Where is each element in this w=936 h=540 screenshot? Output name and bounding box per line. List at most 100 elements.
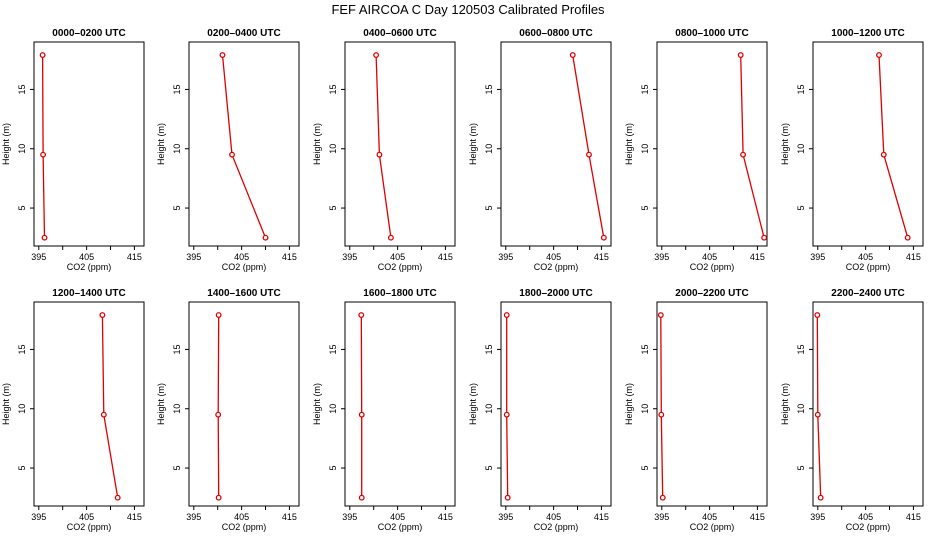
panel-title: 1400–1600 UTC bbox=[207, 288, 280, 299]
panel-title: 1200–1400 UTC bbox=[52, 288, 125, 299]
y-tick-label: 15 bbox=[484, 84, 494, 94]
x-tick-label: 405 bbox=[546, 252, 561, 262]
y-tick-label: 15 bbox=[328, 84, 338, 94]
x-tick-label: 395 bbox=[654, 252, 669, 262]
x-tick-label: 405 bbox=[79, 512, 94, 522]
profile-line bbox=[41, 54, 46, 238]
data-point bbox=[814, 312, 821, 318]
y-tick-label: 15 bbox=[17, 344, 27, 354]
data-point bbox=[817, 494, 824, 501]
y-tick-label: 15 bbox=[484, 344, 494, 354]
x-tick-label: 405 bbox=[79, 252, 94, 262]
x-axis-label: CO2 (ppm) bbox=[67, 262, 112, 272]
y-tick-label: 15 bbox=[328, 344, 338, 354]
y-axis-label: Height (m) bbox=[624, 383, 634, 425]
y-tick-label: 15 bbox=[172, 344, 182, 354]
x-tick-label: 395 bbox=[31, 252, 46, 262]
x-axis-label: CO2 (ppm) bbox=[534, 262, 579, 272]
x-tick-label: 405 bbox=[234, 512, 249, 522]
x-axis-label: CO2 (ppm) bbox=[846, 522, 891, 532]
data-point bbox=[376, 151, 383, 158]
panel-title: 0800–1000 UTC bbox=[675, 28, 748, 39]
x-axis-label: CO2 (ppm) bbox=[534, 522, 579, 532]
x-tick-label: 415 bbox=[750, 252, 765, 262]
x-tick-label: 405 bbox=[390, 512, 405, 522]
y-tick-label: 5 bbox=[17, 466, 27, 471]
x-axis-label: CO2 (ppm) bbox=[378, 262, 423, 272]
x-tick-label: 395 bbox=[186, 252, 201, 262]
panel-title: 0400–0600 UTC bbox=[363, 28, 436, 39]
data-point bbox=[39, 52, 46, 58]
plot-frame bbox=[812, 41, 924, 247]
x-tick-label: 395 bbox=[342, 512, 357, 522]
figure-title: FEF AIRCOA C Day 120503 Calibrated Profi… bbox=[331, 2, 605, 17]
data-point bbox=[880, 151, 887, 158]
y-axis-label: Height (m) bbox=[468, 383, 478, 425]
data-point bbox=[876, 52, 882, 58]
data-point bbox=[215, 494, 222, 501]
y-tick-label: 10 bbox=[328, 144, 338, 154]
plot-frame bbox=[344, 301, 456, 507]
y-tick-label: 5 bbox=[796, 466, 806, 471]
y-tick-label: 10 bbox=[796, 404, 806, 414]
y-tick-label: 15 bbox=[172, 84, 182, 94]
data-point bbox=[504, 494, 511, 501]
y-tick-label: 5 bbox=[484, 466, 494, 471]
data-point bbox=[657, 312, 664, 318]
x-tick-label: 405 bbox=[546, 512, 561, 522]
profile-panel: 0600–0800 UTC 395 405 415 5 10 15 CO2 (ppm) Heig… bbox=[468, 28, 612, 272]
y-tick-label: 5 bbox=[640, 206, 650, 211]
y-tick-label: 15 bbox=[796, 344, 806, 354]
profile-panel: 0800–1000 UTC 395 405 415 5 10 15 CO2 (ppm) Heig… bbox=[624, 28, 768, 272]
y-tick-label: 10 bbox=[172, 144, 182, 154]
x-axis-label: CO2 (ppm) bbox=[690, 262, 735, 272]
x-tick-label: 405 bbox=[858, 512, 873, 522]
data-point bbox=[904, 234, 911, 241]
x-tick-label: 395 bbox=[498, 512, 513, 522]
y-axis-label: Height (m) bbox=[312, 383, 322, 425]
data-point bbox=[99, 312, 106, 318]
profile-panel: 1400–1600 UTC 395 405 415 5 10 15 CO2 (ppm) Heig… bbox=[156, 288, 300, 532]
y-axis-label: Height (m) bbox=[780, 123, 790, 165]
profile-panel: 2200–2400 UTC 395 405 415 5 10 15 CO2 (ppm) Heig… bbox=[780, 288, 924, 532]
panel-title: 0200–0400 UTC bbox=[207, 28, 280, 39]
x-axis-label: CO2 (ppm) bbox=[222, 262, 267, 272]
y-axis-label: Height (m) bbox=[1, 123, 11, 165]
y-tick-label: 15 bbox=[796, 84, 806, 94]
panel-title: 1000–1200 UTC bbox=[831, 28, 904, 39]
data-point bbox=[814, 411, 821, 418]
y-tick-label: 10 bbox=[484, 404, 494, 414]
y-tick-label: 10 bbox=[640, 404, 650, 414]
plot-frame bbox=[33, 41, 145, 247]
y-tick-label: 10 bbox=[796, 144, 806, 154]
data-point bbox=[358, 411, 365, 418]
profile-panel: 2000–2200 UTC 395 405 415 5 10 15 CO2 (ppm) Heig… bbox=[624, 288, 768, 532]
y-tick-label: 5 bbox=[17, 206, 27, 211]
x-tick-label: 415 bbox=[906, 252, 921, 262]
y-tick-label: 10 bbox=[17, 404, 27, 414]
plot-frame bbox=[656, 41, 768, 247]
panel-title: 2200–2400 UTC bbox=[831, 288, 904, 299]
panel-title: 0000–0200 UTC bbox=[52, 28, 125, 39]
y-axis-label: Height (m) bbox=[156, 383, 166, 425]
data-point bbox=[215, 312, 222, 318]
y-tick-label: 5 bbox=[328, 466, 338, 471]
profile-line bbox=[878, 54, 909, 238]
x-tick-label: 405 bbox=[390, 252, 405, 262]
x-tick-label: 415 bbox=[906, 512, 921, 522]
y-tick-label: 10 bbox=[328, 404, 338, 414]
x-axis-label: CO2 (ppm) bbox=[378, 522, 423, 532]
profile-line bbox=[217, 314, 220, 498]
y-tick-label: 5 bbox=[172, 466, 182, 471]
x-tick-label: 395 bbox=[654, 512, 669, 522]
x-tick-label: 395 bbox=[186, 512, 201, 522]
plot-frame bbox=[812, 301, 924, 507]
data-point bbox=[114, 494, 121, 501]
profile-line bbox=[816, 314, 822, 498]
x-axis-label: CO2 (ppm) bbox=[222, 522, 267, 532]
profile-panel: 1000–1200 UTC 395 405 415 5 10 15 CO2 (ppm) Heig… bbox=[780, 28, 924, 272]
plot-frame bbox=[500, 41, 612, 247]
profile-panel: 0200–0400 UTC 395 405 415 5 10 15 CO2 (ppm) Heig… bbox=[156, 28, 300, 272]
profile-line bbox=[375, 54, 392, 238]
y-tick-label: 10 bbox=[172, 404, 182, 414]
